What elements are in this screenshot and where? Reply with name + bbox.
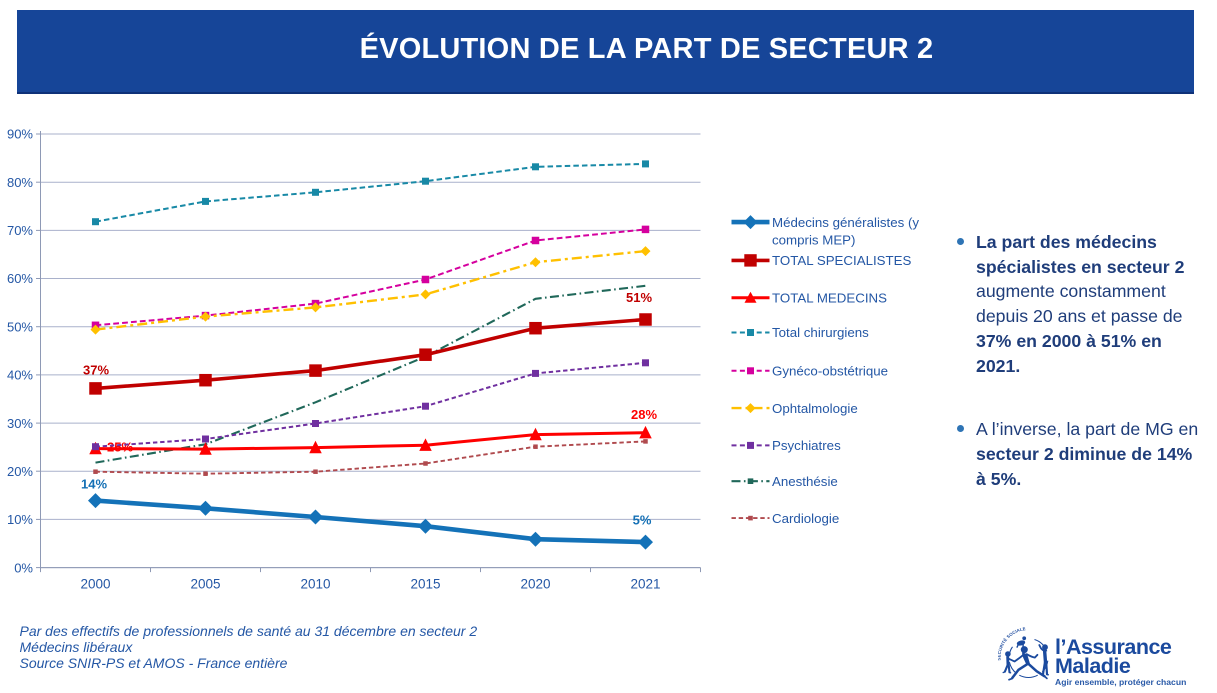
svg-text:28%: 28%	[631, 407, 657, 422]
svg-text:2021: 2021	[630, 577, 660, 592]
svg-text:80%: 80%	[7, 175, 33, 190]
svg-text:Gynéco-obstétrique: Gynéco-obstétrique	[772, 364, 888, 379]
svg-text:70%: 70%	[7, 223, 33, 238]
svg-text:2005: 2005	[190, 577, 220, 592]
svg-text:2015: 2015	[410, 577, 440, 592]
svg-text:Total chirurgiens: Total chirurgiens	[772, 325, 869, 340]
svg-text:30%: 30%	[7, 416, 33, 431]
svg-text:Ophtalmologie: Ophtalmologie	[772, 401, 858, 416]
svg-text:compris MEP): compris MEP)	[772, 232, 855, 247]
svg-text:2020: 2020	[520, 577, 550, 592]
svg-text:Psychiatres: Psychiatres	[772, 438, 841, 453]
svg-text:37%: 37%	[83, 363, 109, 378]
svg-text:2010: 2010	[300, 577, 330, 592]
svg-text:50%: 50%	[7, 319, 33, 334]
svg-text:TOTAL MEDECINS: TOTAL MEDECINS	[772, 290, 887, 305]
svg-text:40%: 40%	[7, 368, 33, 383]
svg-text:Anesthésie: Anesthésie	[772, 474, 838, 489]
svg-text:60%: 60%	[7, 271, 33, 286]
svg-text:51%: 51%	[626, 290, 652, 305]
svg-text:10%: 10%	[7, 512, 33, 527]
svg-text:2000: 2000	[80, 577, 110, 592]
svg-text:Médecins généralistes (y: Médecins généralistes (y	[772, 215, 919, 230]
svg-text:20%: 20%	[7, 464, 33, 479]
svg-text:Cardiologie: Cardiologie	[772, 511, 839, 526]
svg-text:TOTAL SPECIALISTES: TOTAL SPECIALISTES	[772, 253, 912, 268]
svg-text:90%: 90%	[7, 127, 33, 142]
svg-text:5%: 5%	[633, 513, 652, 528]
svg-text:25%: 25%	[107, 440, 133, 455]
svg-text:14%: 14%	[81, 477, 107, 492]
svg-text:0%: 0%	[14, 560, 33, 575]
